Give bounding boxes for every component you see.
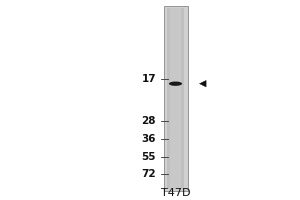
Text: 28: 28 — [142, 116, 156, 126]
Bar — [167, 8, 184, 189]
Text: 72: 72 — [141, 169, 156, 179]
Ellipse shape — [169, 82, 182, 86]
Polygon shape — [200, 80, 206, 87]
Text: 55: 55 — [142, 152, 156, 162]
Text: 36: 36 — [142, 134, 156, 144]
Bar — [170, 8, 181, 189]
Bar — [164, 6, 188, 191]
Text: 17: 17 — [141, 74, 156, 84]
Text: T47D: T47D — [161, 188, 190, 198]
